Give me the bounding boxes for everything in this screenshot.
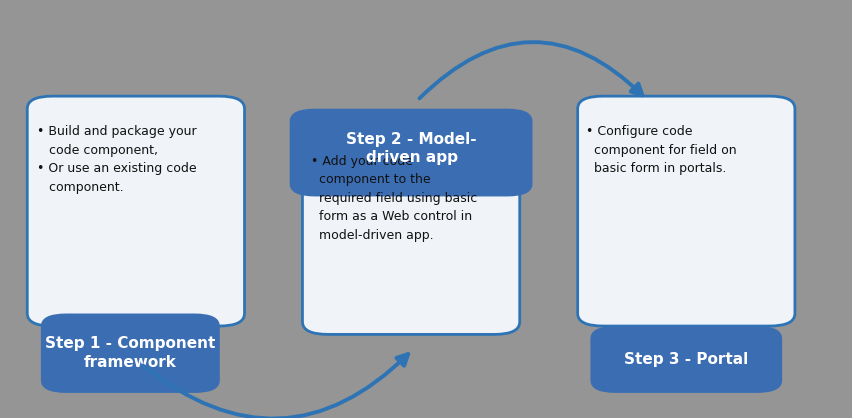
FancyBboxPatch shape bbox=[41, 314, 220, 393]
FancyBboxPatch shape bbox=[290, 109, 532, 196]
Text: • Add your code
  component to the
  required field using basic
  form as a Web : • Add your code component to the require… bbox=[311, 155, 477, 242]
Text: Step 1 - Component
framework: Step 1 - Component framework bbox=[45, 336, 216, 370]
FancyBboxPatch shape bbox=[302, 117, 520, 334]
Text: • Configure code
  component for field on
  basic form in portals.: • Configure code component for field on … bbox=[586, 125, 737, 176]
Text: Step 2 - Model-
driven app: Step 2 - Model- driven app bbox=[346, 132, 477, 165]
FancyBboxPatch shape bbox=[590, 326, 782, 393]
Text: Step 3 - Portal: Step 3 - Portal bbox=[624, 352, 748, 367]
Text: • Build and package your
   code component,
• Or use an existing code
   compone: • Build and package your code component,… bbox=[37, 125, 197, 194]
FancyBboxPatch shape bbox=[27, 96, 245, 326]
FancyBboxPatch shape bbox=[578, 96, 795, 326]
